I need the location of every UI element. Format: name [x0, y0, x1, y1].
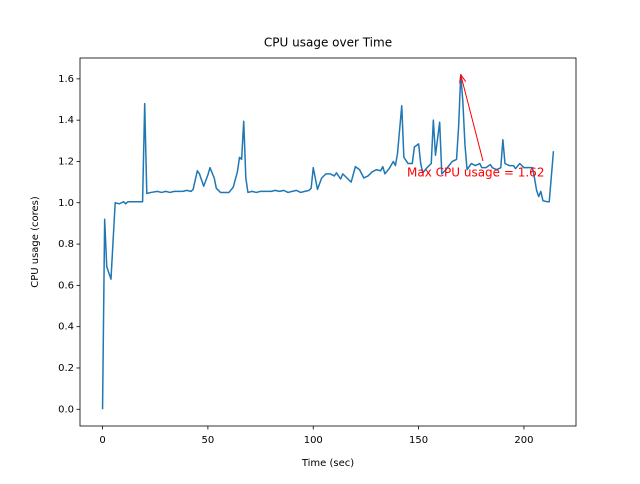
y-tick-label: 1.0 — [58, 198, 74, 209]
data-line — [101, 73, 555, 410]
x-tick-label: 150 — [409, 435, 428, 446]
chart-title: CPU usage over Time — [264, 36, 392, 50]
x-tick-label: 100 — [304, 435, 323, 446]
y-tick-label: 1.6 — [58, 74, 74, 85]
x-axis-label: Time (sec) — [301, 458, 354, 469]
y-tick-label: 0.8 — [58, 239, 74, 250]
annotation-text: Max CPU usage = 1.62 — [407, 166, 544, 180]
y-tick-label: 0.4 — [58, 322, 74, 333]
x-tick-label: 0 — [99, 435, 105, 446]
y-tick-label: 0.2 — [58, 363, 74, 374]
y-tick-label: 0.6 — [58, 280, 74, 291]
y-tick-label: 0.0 — [58, 404, 74, 415]
y-tick-label: 1.2 — [58, 156, 74, 167]
y-axis-label: CPU usage (cores) — [30, 196, 41, 288]
plot-frame — [79, 57, 577, 427]
annotation-arrow — [461, 75, 484, 162]
x-tick-label: 200 — [514, 435, 533, 446]
x-tick-label: 50 — [202, 435, 215, 446]
y-tick-label: 1.4 — [58, 115, 74, 126]
